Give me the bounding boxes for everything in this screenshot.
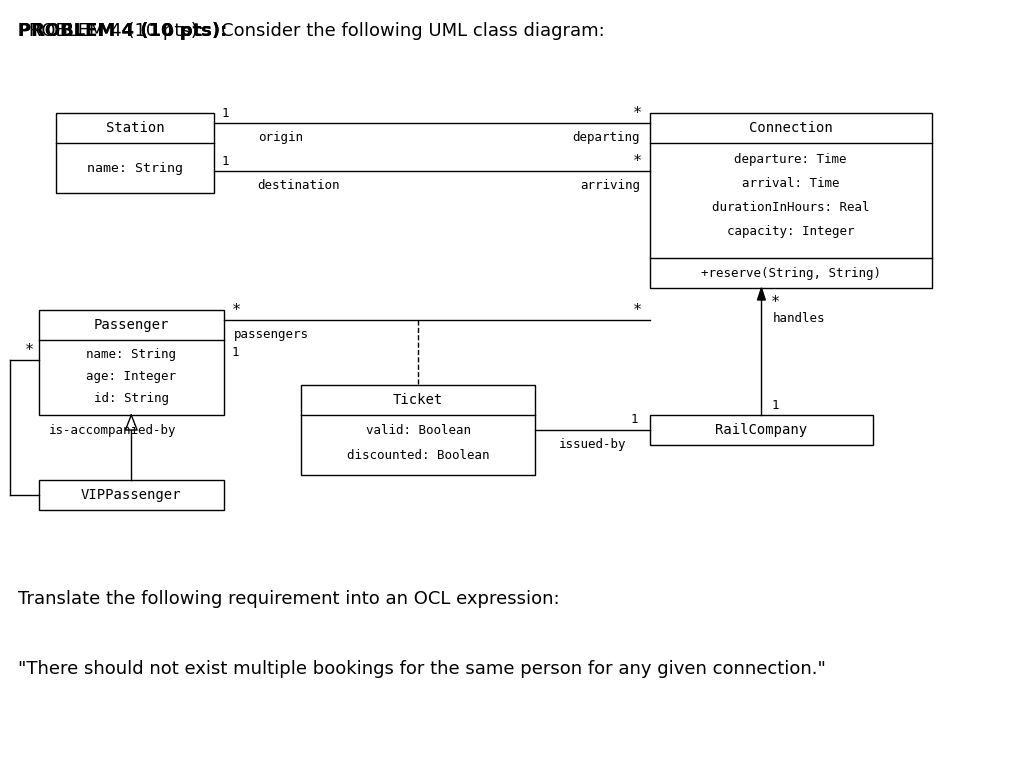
Text: *: * [633, 302, 642, 317]
Text: *: * [633, 153, 642, 169]
Text: PROBLEM 4 (10 pts):   Consider the following UML class diagram:: PROBLEM 4 (10 pts): Consider the followi… [17, 22, 604, 40]
Text: valid: Boolean: valid: Boolean [366, 423, 471, 436]
Text: departure: Time: departure: Time [734, 153, 847, 166]
Text: RailCompany: RailCompany [716, 423, 808, 437]
Text: PROBLEM 4 (10 pts):   Consider the following UML class diagram:: PROBLEM 4 (10 pts): Consider the followi… [17, 22, 604, 40]
Text: id: String: id: String [94, 391, 169, 404]
Text: VIPPassenger: VIPPassenger [81, 488, 181, 502]
Text: PROBLEM 4 (10 pts):: PROBLEM 4 (10 pts): [17, 22, 226, 40]
Text: Connection: Connection [749, 121, 833, 135]
Text: +reserve(String, String): +reserve(String, String) [700, 266, 881, 279]
Text: issued-by: issued-by [558, 437, 626, 450]
Text: *: * [771, 295, 780, 310]
Text: age: Integer: age: Integer [86, 369, 176, 382]
Bar [649, 113, 932, 288]
Bar [39, 310, 223, 415]
Bar [301, 385, 535, 475]
Text: 1: 1 [222, 107, 229, 120]
Text: PROBLEM 4 (10 pts):: PROBLEM 4 (10 pts): [17, 22, 226, 40]
Text: origin: origin [258, 130, 303, 143]
Text: *: * [25, 343, 34, 358]
Text: departing: departing [572, 130, 640, 143]
Text: 1: 1 [222, 154, 229, 168]
Text: capacity: Integer: capacity: Integer [727, 224, 854, 237]
Text: discounted: Boolean: discounted: Boolean [347, 449, 489, 462]
Text: name: String: name: String [87, 162, 183, 175]
Text: Station: Station [105, 121, 165, 135]
Bar [649, 415, 873, 445]
Bar [39, 480, 223, 510]
Text: destination: destination [258, 179, 340, 192]
Text: *: * [231, 302, 241, 317]
Text: arrival: Time: arrival: Time [741, 176, 840, 189]
Text: handles: handles [773, 311, 825, 324]
Text: 1: 1 [631, 413, 638, 426]
Text: is-accompanied-by: is-accompanied-by [48, 423, 176, 436]
Text: passengers: passengers [233, 327, 308, 340]
Text: durationInHours: Real: durationInHours: Real [712, 201, 869, 214]
Text: *: * [633, 105, 642, 121]
Text: 1: 1 [771, 398, 778, 411]
Text: name: String: name: String [86, 347, 176, 360]
Text: Ticket: Ticket [393, 393, 443, 407]
Polygon shape [758, 288, 765, 300]
Text: "There should not exist multiple bookings for the same person for any given conn: "There should not exist multiple booking… [17, 660, 825, 678]
Text: arriving: arriving [580, 179, 640, 192]
Bar [56, 113, 214, 193]
Text: 1: 1 [231, 346, 239, 359]
Text: Translate the following requirement into an OCL expression:: Translate the following requirement into… [17, 590, 559, 608]
Text: Passenger: Passenger [93, 318, 169, 332]
